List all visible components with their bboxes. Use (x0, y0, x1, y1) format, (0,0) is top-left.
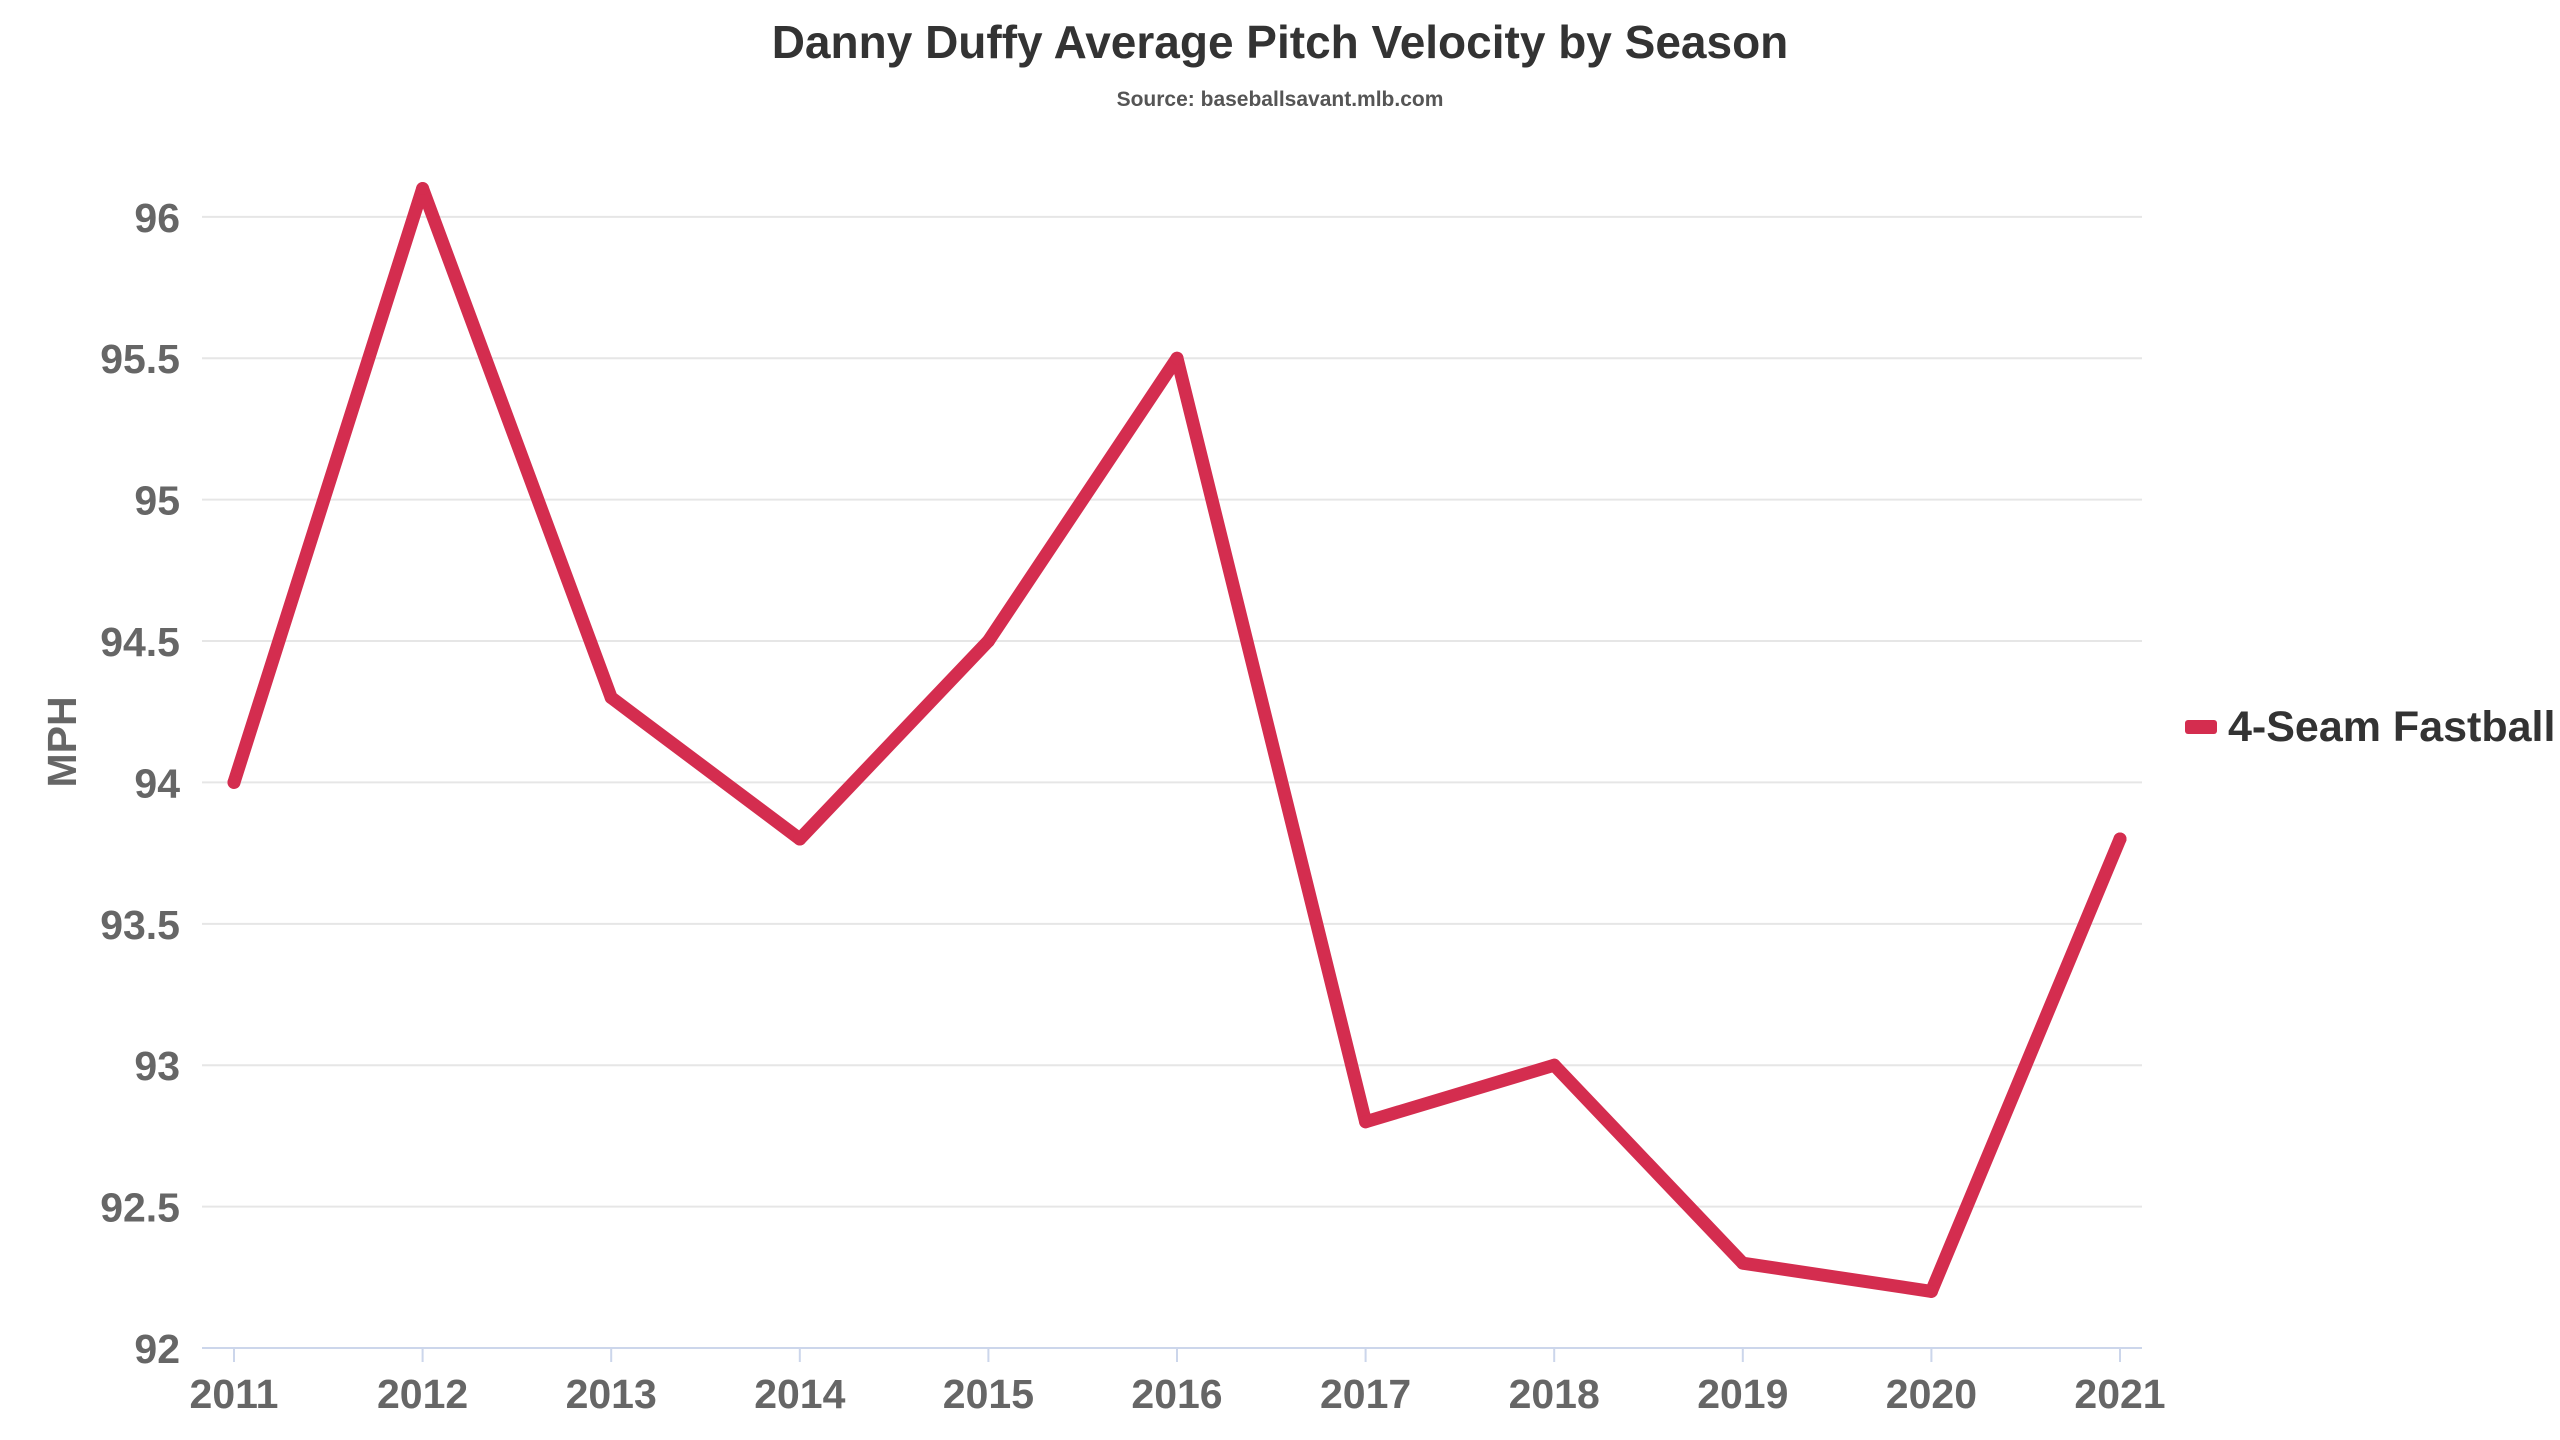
x-axis: 2011 2012 2013 2014 2015 2016 2017 2018 2019 2020… (190, 1347, 2166, 1417)
y-tick-label: 96 (134, 195, 180, 241)
y-axis-title: MPH (39, 696, 85, 787)
data-point[interactable] (1547, 1058, 1561, 1072)
data-point[interactable] (416, 182, 430, 196)
y-tick-label: 92.5 (100, 1185, 180, 1231)
series-layer (227, 182, 2127, 1298)
x-tick-label: 2012 (377, 1371, 468, 1417)
y-tick-label: 93 (134, 1043, 180, 1089)
data-point[interactable] (981, 634, 995, 648)
y-axis-ticks: 92 92.5 93 93.5 94 94.5 95 95.5 96 (100, 195, 180, 1372)
y-tick-label: 94.5 (100, 619, 180, 665)
legend[interactable]: 4-Seam Fastball (2185, 703, 2555, 751)
chart-title: Danny Duffy Average Pitch Velocity by Se… (772, 16, 1789, 68)
x-tick-label: 2019 (1697, 1371, 1788, 1417)
data-point[interactable] (227, 775, 241, 789)
x-tick-label: 2013 (566, 1371, 657, 1417)
y-tick-label: 92 (134, 1326, 180, 1372)
x-tick-label: 2011 (190, 1371, 279, 1417)
legend-label: 4-Seam Fastball (2228, 703, 2555, 751)
y-tick-label: 93.5 (100, 902, 180, 948)
data-point[interactable] (2113, 832, 2127, 846)
data-point[interactable] (604, 691, 618, 705)
x-tick-label: 2015 (943, 1371, 1034, 1417)
gridlines (202, 215, 2142, 1208)
x-tick-label: 2014 (754, 1371, 845, 1417)
data-point[interactable] (1170, 351, 1184, 365)
data-point[interactable] (1359, 1115, 1373, 1129)
data-point[interactable] (1736, 1256, 1750, 1270)
data-point[interactable] (793, 832, 807, 846)
y-tick-label: 95 (134, 478, 180, 524)
x-tick-label: 2018 (1509, 1371, 1600, 1417)
y-tick-label: 94 (134, 760, 180, 806)
y-tick-label: 95.5 (100, 336, 180, 382)
x-tick-label: 2016 (1131, 1371, 1222, 1417)
chart-subtitle: Source: baseballsavant.mlb.com (1117, 88, 1444, 111)
legend-swatch (2185, 720, 2217, 734)
x-tick-label: 2021 (2074, 1371, 2165, 1417)
x-tick-label: 2017 (1320, 1371, 1411, 1417)
data-point[interactable] (1924, 1284, 1938, 1298)
x-tick-label: 2020 (1886, 1371, 1977, 1417)
